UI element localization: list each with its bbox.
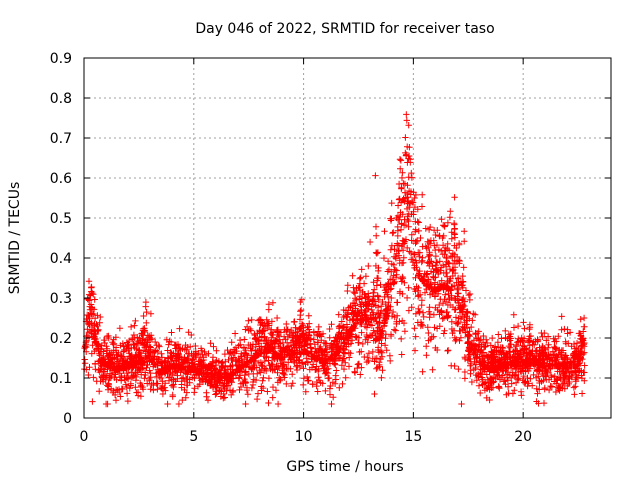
y-tick-label: 0.5 (50, 211, 72, 227)
y-tick-label: 0.4 (50, 251, 72, 267)
x-tick-label: 20 (514, 429, 532, 445)
y-tick-label: 0.9 (50, 51, 72, 67)
x-tick-label: 15 (404, 429, 422, 445)
x-axis-label: GPS time / hours (286, 459, 403, 475)
data-points (81, 111, 588, 408)
y-axis-label: SRMTID / TECUs (7, 182, 23, 295)
chart-title: Day 046 of 2022, SRMTID for receiver tas… (195, 21, 494, 37)
plot-frame (83, 57, 612, 419)
y-tick-label: 0.3 (50, 291, 72, 307)
x-tick-label: 0 (80, 429, 89, 445)
y-tick-label: 0 (63, 411, 72, 427)
y-tick-label: 0.2 (50, 331, 72, 347)
y-tick-label: 0.7 (50, 131, 72, 147)
x-tick-label: 10 (295, 429, 313, 445)
y-tick-label: 0.8 (50, 91, 72, 107)
y-tick-label: 0.6 (50, 171, 72, 187)
plus-markers (81, 111, 588, 408)
y-tick-label: 0.1 (50, 371, 72, 387)
axis-ticks: 0 0.1 0.2 0.3 0.4 0.5 0.6 0.7 0.8 0.9 0 5 10 15 20 (50, 51, 611, 445)
x-tick-label: 5 (189, 429, 198, 445)
